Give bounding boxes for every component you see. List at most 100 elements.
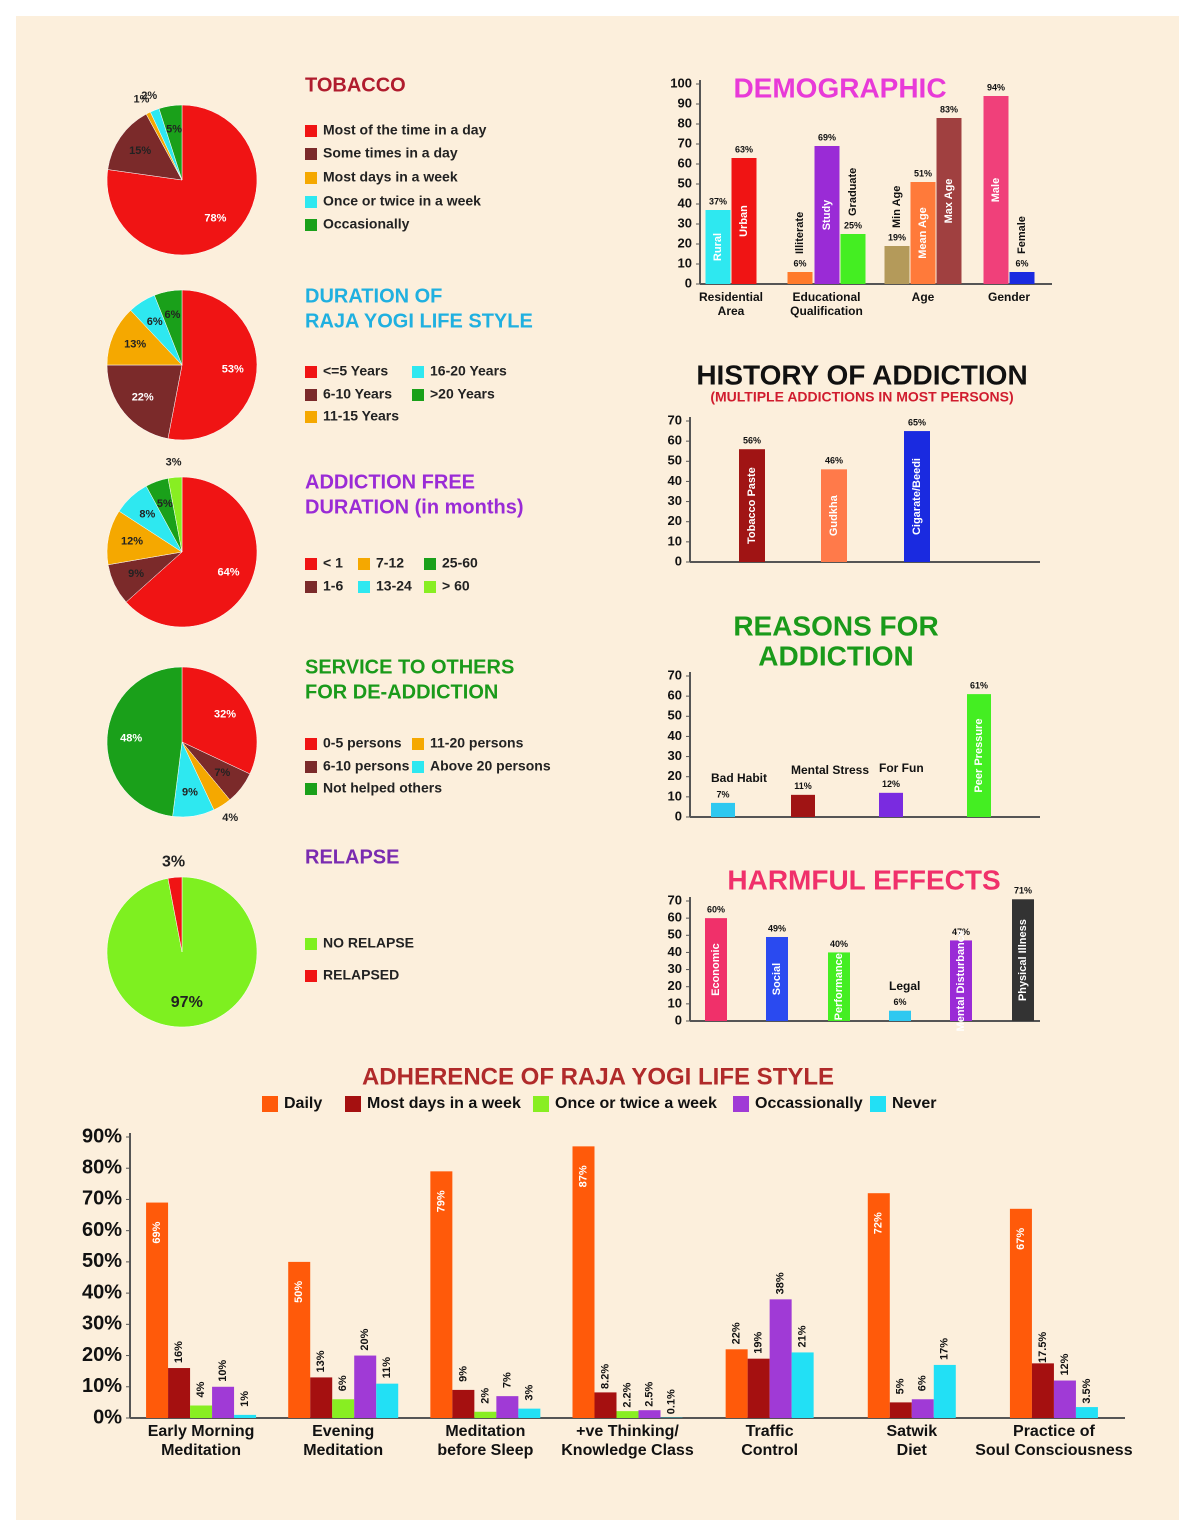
pie-slice — [167, 289, 258, 441]
pie-slice — [181, 666, 258, 775]
bar — [594, 1392, 617, 1418]
y-tick-label: 60% — [82, 1219, 122, 1241]
legend-swatch — [358, 558, 370, 570]
bar — [769, 1299, 792, 1418]
x-tick-label: Residential — [699, 290, 763, 304]
x-tick-label: Age — [912, 290, 935, 304]
bar-value-label: 7% — [501, 1372, 513, 1388]
bar-name: Mental Disturbance — [955, 930, 967, 1031]
x-tick-label: Evening — [312, 1423, 374, 1440]
bar — [1009, 272, 1035, 284]
y-tick-label: 50 — [668, 708, 682, 723]
y-tick-label: 10 — [668, 995, 682, 1010]
bar — [518, 1408, 541, 1418]
chart-title: HARMFUL EFFECTS — [727, 864, 1000, 895]
bar — [1075, 1407, 1098, 1418]
x-tick-label: Area — [718, 304, 745, 318]
legend-label: NO RELAPSE — [323, 935, 414, 951]
legend-swatch — [424, 581, 436, 593]
bar-value-label: 25% — [844, 220, 862, 230]
bar — [814, 146, 840, 284]
chart-title: ADDICTION — [758, 640, 914, 671]
y-tick-label: 50 — [668, 453, 682, 468]
legend-swatch — [262, 1096, 278, 1112]
bar-name: Physical Illness — [1017, 919, 1029, 1001]
bar-name: Legal — [889, 979, 920, 993]
chart-subtitle: (MULTIPLE ADDICTIONS IN MOST PERSONS) — [710, 389, 1013, 405]
pie-slice — [154, 289, 183, 366]
bar-value-label: 8.2% — [599, 1364, 611, 1389]
pie-value-label: 97% — [171, 994, 203, 1011]
chart-title: ADHERENCE OF RAJA YOGI LIFE STYLE — [362, 1063, 834, 1090]
legend-label: Not helped others — [323, 780, 442, 796]
bar — [867, 1193, 890, 1418]
bar — [572, 1146, 595, 1418]
y-tick-label: 30 — [668, 493, 682, 508]
bar — [711, 802, 735, 817]
x-tick-label: Meditation — [303, 1442, 383, 1459]
y-tick-label: 60 — [668, 688, 682, 703]
bar-name: Graduate — [847, 168, 859, 216]
x-tick-label: Traffic — [746, 1423, 794, 1440]
pie-value-label: 5% — [166, 124, 182, 136]
bar-name: Cigarate/Beedi — [911, 458, 923, 535]
bar-name: For Fun — [879, 761, 924, 775]
chart-title: FOR DE-ADDICTION — [305, 681, 498, 703]
bar-value-label: 12% — [1059, 1353, 1071, 1375]
bar-value-label: 46% — [825, 456, 843, 466]
y-tick-label: 0 — [675, 1012, 682, 1027]
pie-slice — [106, 309, 183, 366]
pie-value-label: 12% — [121, 536, 143, 548]
bar — [452, 1389, 475, 1418]
legend-swatch — [733, 1096, 749, 1112]
bar-value-label: 6% — [893, 997, 906, 1007]
bar-value-label: 19% — [753, 1331, 765, 1353]
legend-label: < 1 — [323, 555, 343, 571]
bar-value-label: 47% — [952, 927, 970, 937]
bar-name: Mental Stress — [791, 763, 869, 777]
bar-value-label: 51% — [914, 168, 932, 178]
y-tick-label: 30 — [678, 215, 692, 230]
chart-title: DEMOGRAPHIC — [733, 72, 946, 103]
bar — [787, 272, 813, 284]
y-tick-label: 70 — [668, 667, 682, 682]
bar-value-label: 17% — [939, 1338, 951, 1360]
bar — [967, 694, 991, 817]
bar — [904, 431, 930, 562]
legend-swatch — [305, 558, 317, 570]
bar — [739, 449, 765, 562]
bar — [884, 246, 910, 284]
y-tick-label: 90% — [82, 1125, 122, 1147]
bar-value-label: 20% — [359, 1328, 371, 1350]
pie-value-label: 4% — [222, 812, 238, 824]
x-tick-label: Control — [741, 1442, 798, 1459]
pie-value-label: 78% — [204, 212, 226, 224]
legend-label: Daily — [284, 1095, 322, 1112]
legend-swatch — [305, 172, 317, 184]
y-tick-label: 100 — [670, 75, 692, 90]
bar — [936, 118, 962, 284]
legend-label: RELAPSED — [323, 967, 399, 983]
y-tick-label: 40 — [668, 473, 682, 488]
y-tick-label: 10 — [668, 788, 682, 803]
pie-value-label: 8% — [139, 508, 155, 520]
y-tick-label: 30% — [82, 1313, 122, 1335]
legend-label: Most of the time in a day — [323, 122, 487, 138]
bar-value-label: 63% — [735, 144, 753, 154]
legend-label: >20 Years — [430, 386, 495, 402]
bar — [190, 1405, 213, 1418]
bar-name: Rural — [712, 233, 724, 261]
y-tick-label: 80 — [678, 115, 692, 130]
bar — [1031, 1363, 1054, 1418]
pie-value-label: 32% — [214, 709, 236, 721]
y-tick-label: 60 — [678, 155, 692, 170]
y-tick-label: 50 — [678, 175, 692, 190]
x-tick-label: Soul Consciousness — [975, 1442, 1132, 1459]
bar — [821, 469, 847, 562]
legend-swatch — [305, 411, 317, 423]
chart-title: DURATION OF — [305, 285, 442, 307]
bar-name: Urban — [738, 205, 750, 237]
bar-value-label: 79% — [435, 1190, 447, 1212]
